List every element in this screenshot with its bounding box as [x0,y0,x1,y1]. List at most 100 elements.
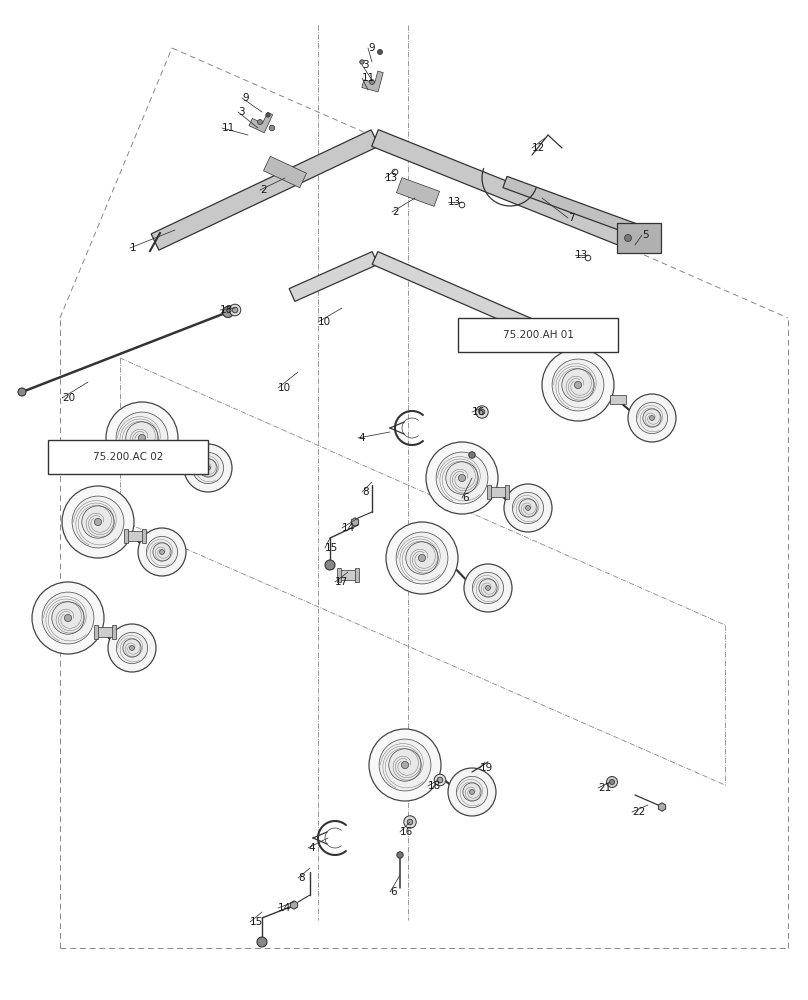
Circle shape [402,761,409,769]
Text: 17: 17 [335,577,348,587]
Circle shape [269,125,275,131]
Circle shape [392,169,398,175]
Circle shape [404,816,416,828]
FancyBboxPatch shape [96,627,114,637]
Circle shape [628,394,676,442]
FancyBboxPatch shape [169,445,173,459]
Polygon shape [263,156,306,188]
Circle shape [325,560,335,570]
Circle shape [459,202,465,208]
Text: 19: 19 [480,763,493,773]
Circle shape [446,462,478,494]
FancyBboxPatch shape [355,568,359,582]
FancyBboxPatch shape [339,570,357,580]
Text: 75.200.AC 02: 75.200.AC 02 [93,452,163,462]
FancyBboxPatch shape [617,223,661,253]
Text: 15: 15 [325,543,339,553]
Text: 10: 10 [318,317,331,327]
Text: 4: 4 [308,843,314,853]
Circle shape [407,819,413,825]
Text: 14: 14 [278,903,291,913]
Circle shape [129,646,134,650]
Text: 8: 8 [362,487,368,497]
Circle shape [643,409,661,427]
Circle shape [266,113,270,117]
FancyBboxPatch shape [124,529,128,543]
Circle shape [138,528,186,576]
Text: 18: 18 [428,781,441,791]
FancyBboxPatch shape [610,395,626,404]
Circle shape [369,729,441,801]
Text: 2: 2 [260,185,267,195]
Circle shape [396,532,448,584]
Circle shape [437,777,443,783]
Circle shape [519,499,537,517]
Circle shape [65,614,72,622]
Text: 16: 16 [472,407,486,417]
Circle shape [379,739,431,791]
FancyBboxPatch shape [489,487,507,497]
Circle shape [116,632,148,664]
Text: 10: 10 [278,383,291,393]
Circle shape [486,586,490,590]
Circle shape [473,572,503,604]
Circle shape [525,506,530,510]
Circle shape [434,774,446,786]
Text: 3: 3 [362,60,368,70]
FancyBboxPatch shape [112,625,116,639]
Text: 13: 13 [448,197,461,207]
Circle shape [360,60,364,64]
Text: 2: 2 [392,207,398,217]
Circle shape [469,452,475,458]
FancyBboxPatch shape [337,568,341,582]
Text: 75.200.AH 01: 75.200.AH 01 [503,330,574,340]
Text: 15: 15 [250,917,263,927]
Polygon shape [397,178,440,206]
Circle shape [258,120,263,125]
FancyBboxPatch shape [126,531,144,541]
Text: 22: 22 [632,807,646,817]
Polygon shape [372,130,646,253]
FancyBboxPatch shape [487,485,491,499]
Circle shape [504,484,552,532]
Circle shape [205,466,210,470]
Circle shape [458,474,465,482]
Circle shape [389,749,421,781]
Text: 9: 9 [242,93,249,103]
Circle shape [650,416,654,420]
Text: 17: 17 [165,447,179,457]
Text: 20: 20 [62,393,75,403]
Circle shape [192,452,224,484]
Circle shape [116,412,168,464]
Circle shape [448,768,496,816]
Circle shape [469,790,474,794]
Text: 1: 1 [130,243,137,253]
Circle shape [42,592,94,644]
Circle shape [479,409,485,415]
Text: 6: 6 [462,493,469,503]
Circle shape [72,496,124,548]
Circle shape [160,550,164,554]
Circle shape [406,542,438,574]
Circle shape [419,554,426,562]
Circle shape [62,486,134,558]
Circle shape [562,369,594,401]
Text: 21: 21 [598,783,611,793]
Circle shape [607,776,617,788]
Circle shape [512,492,544,524]
Circle shape [229,304,241,316]
Text: 9: 9 [368,43,375,53]
Text: 3: 3 [238,107,245,117]
Circle shape [479,579,497,597]
Polygon shape [372,252,570,348]
FancyBboxPatch shape [171,447,189,457]
Circle shape [386,522,458,594]
Text: 6: 6 [390,887,397,897]
Circle shape [82,506,114,538]
Circle shape [552,359,604,411]
Circle shape [138,434,145,442]
FancyBboxPatch shape [94,625,98,639]
Text: 13: 13 [385,173,398,183]
Circle shape [184,444,232,492]
Text: 16: 16 [400,827,413,837]
